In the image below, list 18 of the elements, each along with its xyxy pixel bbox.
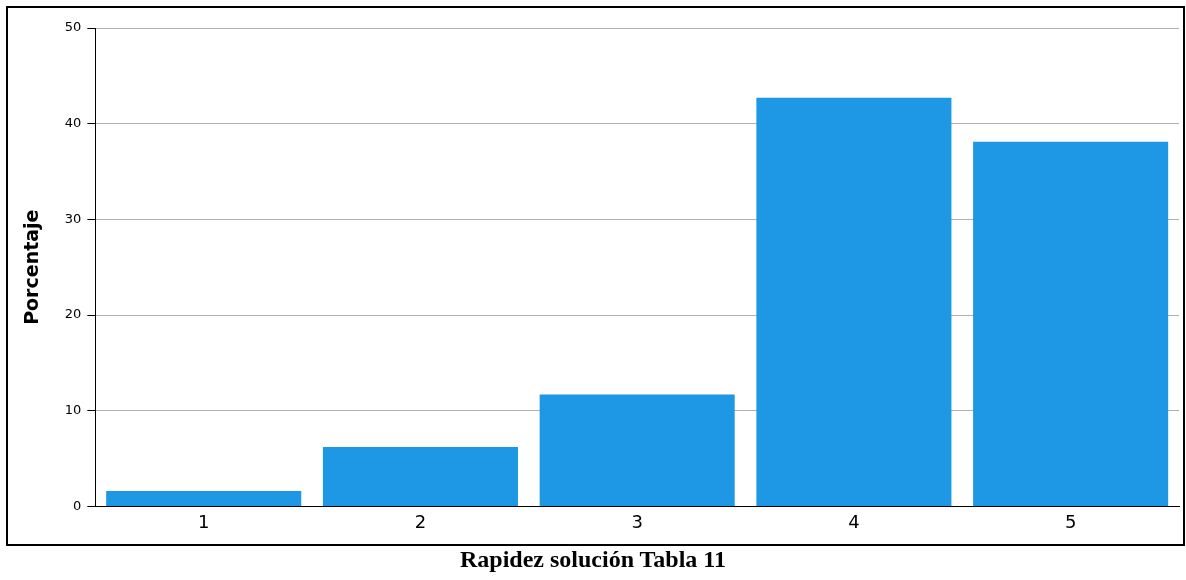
bar [106,491,302,506]
y-tick-label: 0 [73,497,82,513]
y-tick-label: 40 [64,115,82,131]
x-tick-label: 5 [1064,510,1077,532]
x-tick-label: 4 [848,510,860,532]
y-tick-label: 50 [64,19,82,35]
x-axis-title: Rapidez solución Tabla 11 [458,546,728,573]
x-tick-label: 2 [414,510,427,532]
y-axis-title: Porcentaje [20,209,43,325]
bar [539,394,735,506]
y-tick-label: 30 [64,210,82,226]
x-tick-label: 1 [197,510,210,532]
bar [322,447,518,506]
x-tick-label: 3 [631,510,643,532]
bar [973,141,1169,506]
y-tick-label: 20 [64,306,82,322]
y-tick-label: 10 [64,402,82,418]
bar [756,97,952,506]
